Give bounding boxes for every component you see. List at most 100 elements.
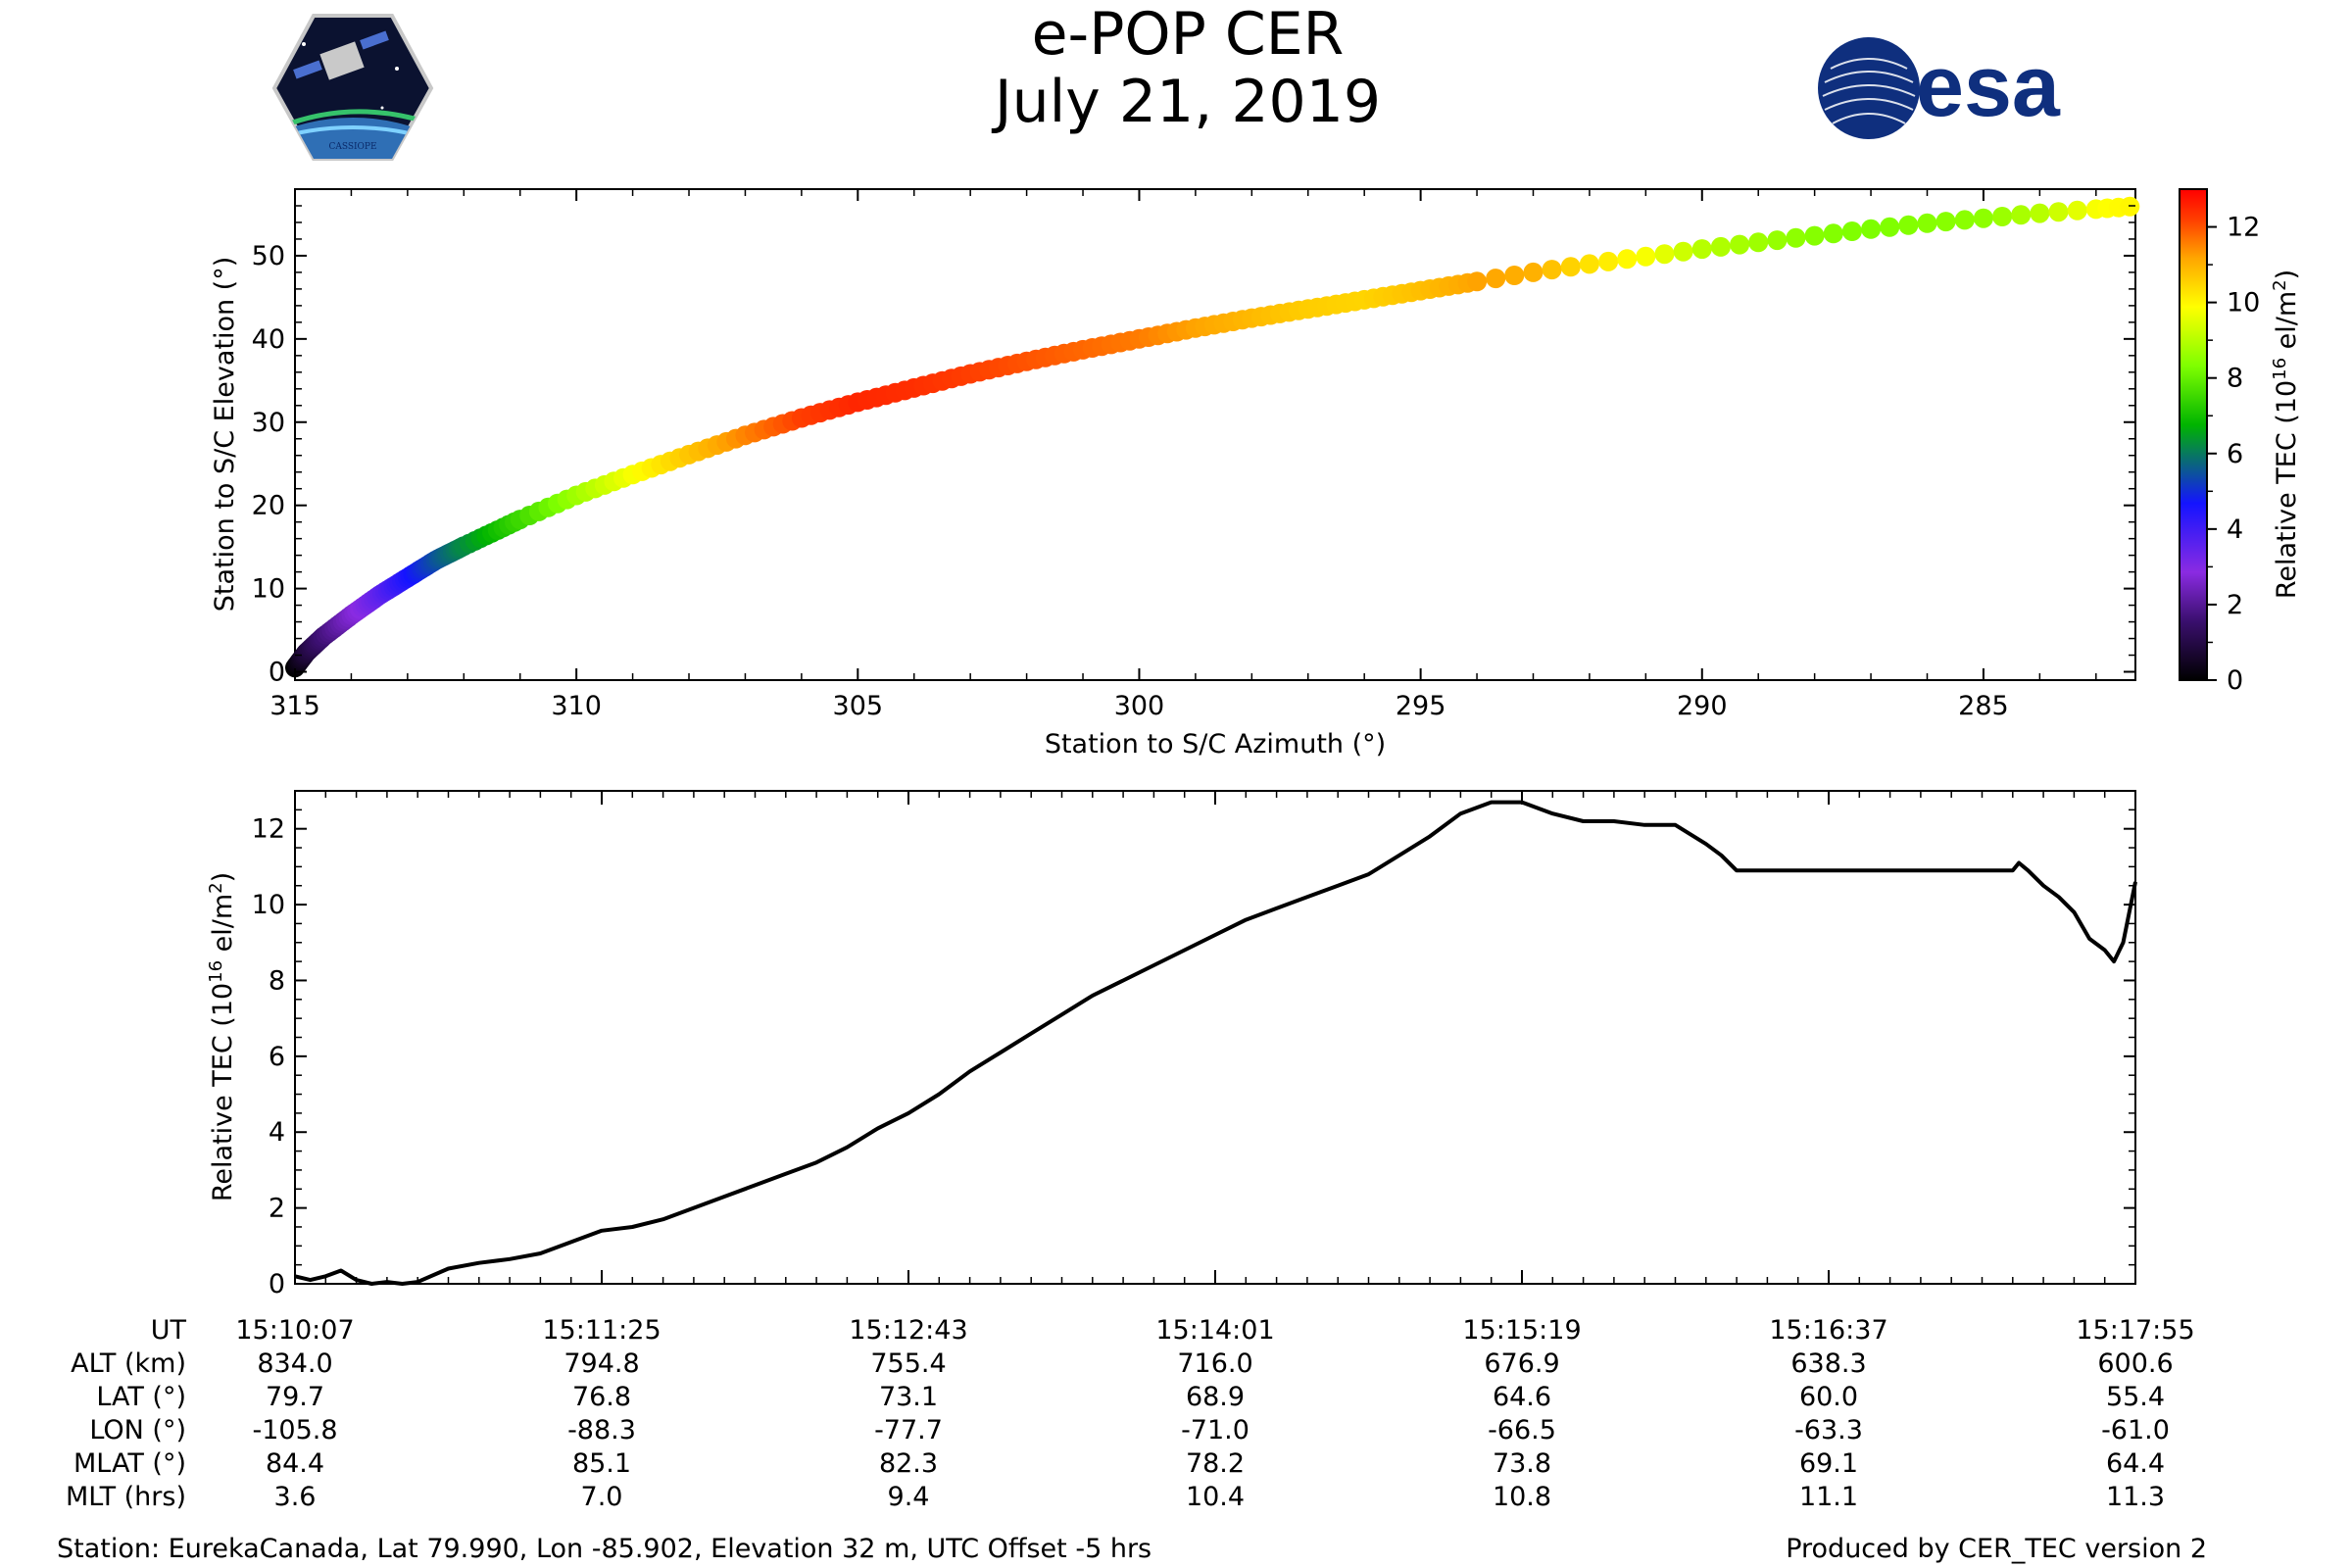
scatter-point <box>1710 236 1731 257</box>
colorbar-label: Relative TEC (1016 el/m2) <box>2270 270 2302 599</box>
table-cell: 3.6 <box>274 1482 317 1512</box>
bottom-plot-frame <box>294 790 2136 1285</box>
table-row-label: ALT (km) <box>71 1348 186 1379</box>
top-y-axis-label: Station to S/C Elevation (°) <box>210 257 240 612</box>
x-tick-label: 305 <box>833 691 884 721</box>
bottom-axis-ticks: 0 2 4 6 8 10 12 <box>252 791 2136 1299</box>
y-tick-label: 0 <box>269 658 285 688</box>
x-tick-label: 295 <box>1396 691 1446 721</box>
scatter-point <box>1861 219 1882 239</box>
table-cell: 78.2 <box>1186 1448 1245 1479</box>
elevation-azimuth-panel: 315 310 305 300 295 290 285 0 10 20 30 40 50 Station… <box>210 188 2140 760</box>
scatter-point <box>1954 210 1975 230</box>
x-tick-label: 315 <box>270 691 320 721</box>
table-cell: 76.8 <box>572 1382 631 1412</box>
y-tick-label: 4 <box>269 1117 285 1148</box>
y-tick-label: 12 <box>252 814 285 845</box>
scatter-point <box>1936 212 1956 232</box>
scatter-point <box>1898 215 1919 235</box>
table-cell: 64.4 <box>2106 1448 2165 1479</box>
scatter-point <box>1992 207 2013 226</box>
table-cell: -88.3 <box>567 1415 636 1446</box>
table-cell: 7.0 <box>581 1482 623 1512</box>
esa-logo: esa <box>1818 37 2061 139</box>
y-tick-label: 30 <box>252 408 285 438</box>
table-cell: 15:12:43 <box>849 1315 967 1346</box>
table-cell: 15:16:37 <box>1769 1315 1887 1346</box>
scatter-point <box>2120 196 2140 217</box>
scatter-point <box>1542 260 1562 280</box>
table-cell: 85.1 <box>572 1448 631 1479</box>
table-cell: 15:17:55 <box>2076 1315 2194 1346</box>
cassiope-logo-text: CASSIOPE <box>328 142 376 152</box>
scatter-point <box>1467 271 1488 292</box>
colorbar-ticks: 0 2 4 6 8 10 12 <box>2207 213 2260 696</box>
table-row-label: UT <box>151 1315 187 1346</box>
scatter-point <box>1598 251 1619 271</box>
table-cell: -61.0 <box>2101 1415 2170 1446</box>
table-cell: 69.1 <box>1799 1448 1858 1479</box>
table-cell: 10.4 <box>1186 1482 1245 1512</box>
station-info: Station: EurekaCanada, Lat 79.990, Lon -… <box>57 1534 1152 1564</box>
table-cell: 60.0 <box>1799 1382 1858 1412</box>
colorbar-tick-label: 8 <box>2227 364 2243 394</box>
table-cell: -71.0 <box>1181 1415 1250 1446</box>
y-tick-label: 40 <box>252 324 285 355</box>
x-tick-label: 310 <box>551 691 602 721</box>
table-cell: 84.4 <box>266 1448 324 1479</box>
chart-date: July 21, 2019 <box>991 68 1381 136</box>
scatter-point <box>1917 213 1937 233</box>
table-cell: 755.4 <box>870 1348 946 1379</box>
scatter-point <box>1691 239 1712 260</box>
scatter-point <box>1504 266 1525 285</box>
scatter-point <box>1767 230 1788 251</box>
table-cell: 82.3 <box>879 1448 938 1479</box>
table-cell: 15:11:25 <box>542 1315 661 1346</box>
scatter-point <box>1748 232 1769 253</box>
top-x-axis-label: Station to S/C Azimuth (°) <box>1045 729 1386 760</box>
y-tick-label: 10 <box>252 890 285 920</box>
scatter-point <box>1617 249 1638 270</box>
table-cell: -77.7 <box>874 1415 943 1446</box>
colorbar-tick-label: 10 <box>2227 288 2260 318</box>
scatter-point <box>1880 217 1900 237</box>
y-tick-label: 0 <box>269 1269 285 1299</box>
table-cell: 73.8 <box>1493 1448 1551 1479</box>
colorbar-tick-label: 2 <box>2227 590 2243 620</box>
table-cell: 79.7 <box>266 1382 324 1412</box>
x-tick-label: 290 <box>1677 691 1728 721</box>
table-cell: 676.9 <box>1484 1348 1559 1379</box>
scatter-point <box>1560 257 1581 277</box>
scatter-point <box>1636 246 1656 267</box>
table-cell: -66.5 <box>1488 1415 1556 1446</box>
top-scatter-points <box>285 196 2140 678</box>
table-row-label: LON (°) <box>89 1415 186 1446</box>
tec-time-panel: 0 2 4 6 8 10 12 Relative TEC (1016 el/m2) <box>206 790 2137 1299</box>
scatter-point <box>1786 227 1806 248</box>
table-row-label: MLAT (°) <box>74 1448 186 1479</box>
table-cell: 9.4 <box>888 1482 930 1512</box>
colorbar-tick-label: 6 <box>2227 439 2243 469</box>
colorbar-tick-label: 4 <box>2227 514 2243 545</box>
scatter-point <box>1973 208 1993 228</box>
table-cell: 794.8 <box>564 1348 639 1379</box>
table-cell: -63.3 <box>1794 1415 1863 1446</box>
table-row-label: LAT (°) <box>96 1382 186 1412</box>
colorbar-tick-label: 12 <box>2227 213 2260 243</box>
scatter-point <box>1579 254 1599 274</box>
produced-by: Produced by CER_TEC version 2 <box>1786 1534 2207 1564</box>
table-cell: 10.8 <box>1493 1482 1551 1512</box>
y-tick-label: 10 <box>252 574 285 605</box>
table-cell: 11.1 <box>1799 1482 1858 1512</box>
scatter-point <box>2067 200 2087 220</box>
scatter-point <box>2048 202 2069 222</box>
table-cell: 55.4 <box>2106 1382 2165 1412</box>
x-tick-label: 285 <box>1958 691 2009 721</box>
scatter-point <box>1654 244 1675 265</box>
scatter-point <box>1673 241 1693 262</box>
y-tick-label: 6 <box>269 1042 285 1072</box>
table-cell: 15:10:07 <box>235 1315 354 1346</box>
table-cell: 15:14:01 <box>1155 1315 1274 1346</box>
